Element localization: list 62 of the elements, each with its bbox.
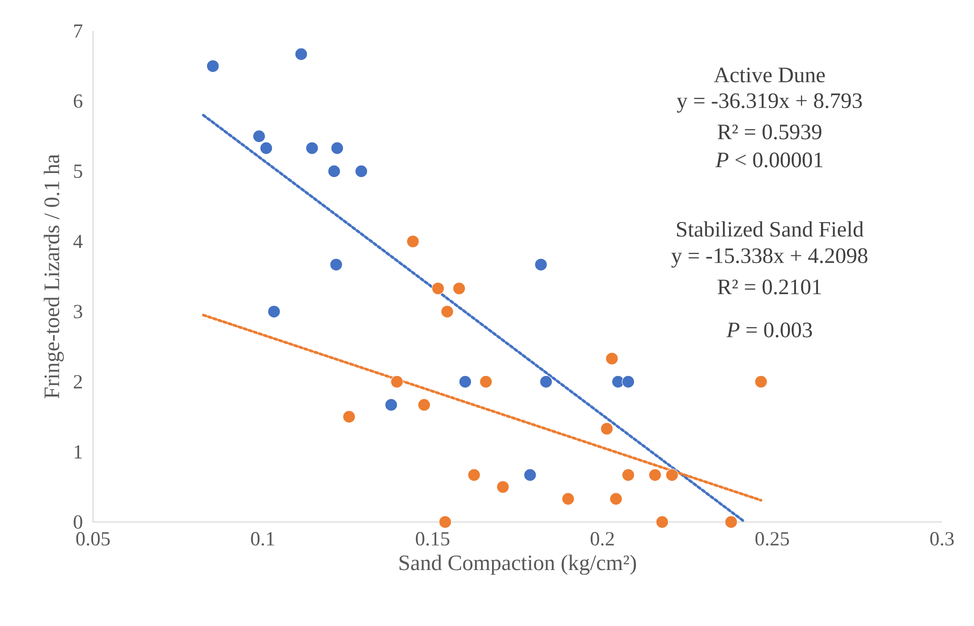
point — [406, 235, 420, 248]
x-tick-label: 0.15 — [416, 532, 450, 546]
y-tick-label: 2 — [74, 375, 82, 388]
point — [438, 516, 452, 528]
annotation: R² = 0.2101 — [718, 280, 821, 294]
point — [354, 164, 368, 178]
point — [268, 305, 280, 318]
point — [612, 375, 624, 388]
point — [458, 375, 472, 388]
point — [622, 375, 635, 388]
point — [206, 60, 220, 72]
point — [666, 468, 678, 482]
point — [294, 48, 308, 61]
point — [384, 398, 398, 412]
point — [480, 375, 492, 388]
y-tick-label: 6 — [74, 94, 82, 108]
y-tick-label: 7 — [74, 24, 82, 38]
x-tick-label: 0.25 — [755, 532, 789, 546]
x-axis-title: Sand Compaction (kg/cm²) — [400, 554, 636, 575]
annotation: P < 0.00001 — [715, 152, 822, 168]
point — [330, 258, 343, 271]
annotation: Active Dune — [714, 68, 825, 82]
y-tick-label: 0 — [74, 515, 82, 529]
y-axis-title: Fringe-toed Lizards / 0.1 ha — [44, 154, 64, 398]
point — [754, 375, 768, 388]
point — [524, 468, 536, 482]
x-tick-label: 0.1 — [251, 532, 274, 546]
point — [452, 282, 466, 295]
point — [606, 352, 618, 365]
point — [656, 516, 669, 528]
point — [440, 305, 454, 318]
point — [328, 164, 341, 178]
point — [468, 468, 480, 482]
y-tick-label: 5 — [74, 164, 82, 178]
point — [432, 282, 444, 295]
point — [562, 492, 575, 506]
point — [252, 130, 266, 143]
point — [330, 142, 344, 155]
point — [540, 375, 552, 388]
point — [534, 258, 548, 271]
x-tick-label: 0.3 — [930, 532, 954, 546]
point — [600, 422, 614, 436]
annotation: y = -15.338x + 4.2098 — [671, 248, 868, 268]
annotation: R² = 0.5939 — [718, 124, 822, 140]
point — [648, 468, 662, 482]
point — [610, 492, 622, 506]
y-tick-label: 1 — [74, 445, 82, 458]
y-tick-label: 4 — [73, 234, 83, 248]
point — [496, 480, 510, 494]
annotation: P = 0.003 — [726, 322, 812, 338]
point — [306, 142, 318, 155]
point — [342, 410, 356, 424]
point — [418, 398, 431, 412]
point — [260, 142, 273, 155]
x-tick-label: 0.05 — [76, 532, 110, 546]
point — [724, 516, 738, 528]
point — [390, 375, 404, 388]
point — [622, 468, 635, 482]
annotation: Stabilized Sand Field — [677, 221, 864, 237]
annotation: y = -36.319x + 8.793 — [676, 93, 862, 113]
x-tick-label: 0.2 — [590, 532, 614, 546]
y-tick-label: 3 — [74, 304, 82, 318]
